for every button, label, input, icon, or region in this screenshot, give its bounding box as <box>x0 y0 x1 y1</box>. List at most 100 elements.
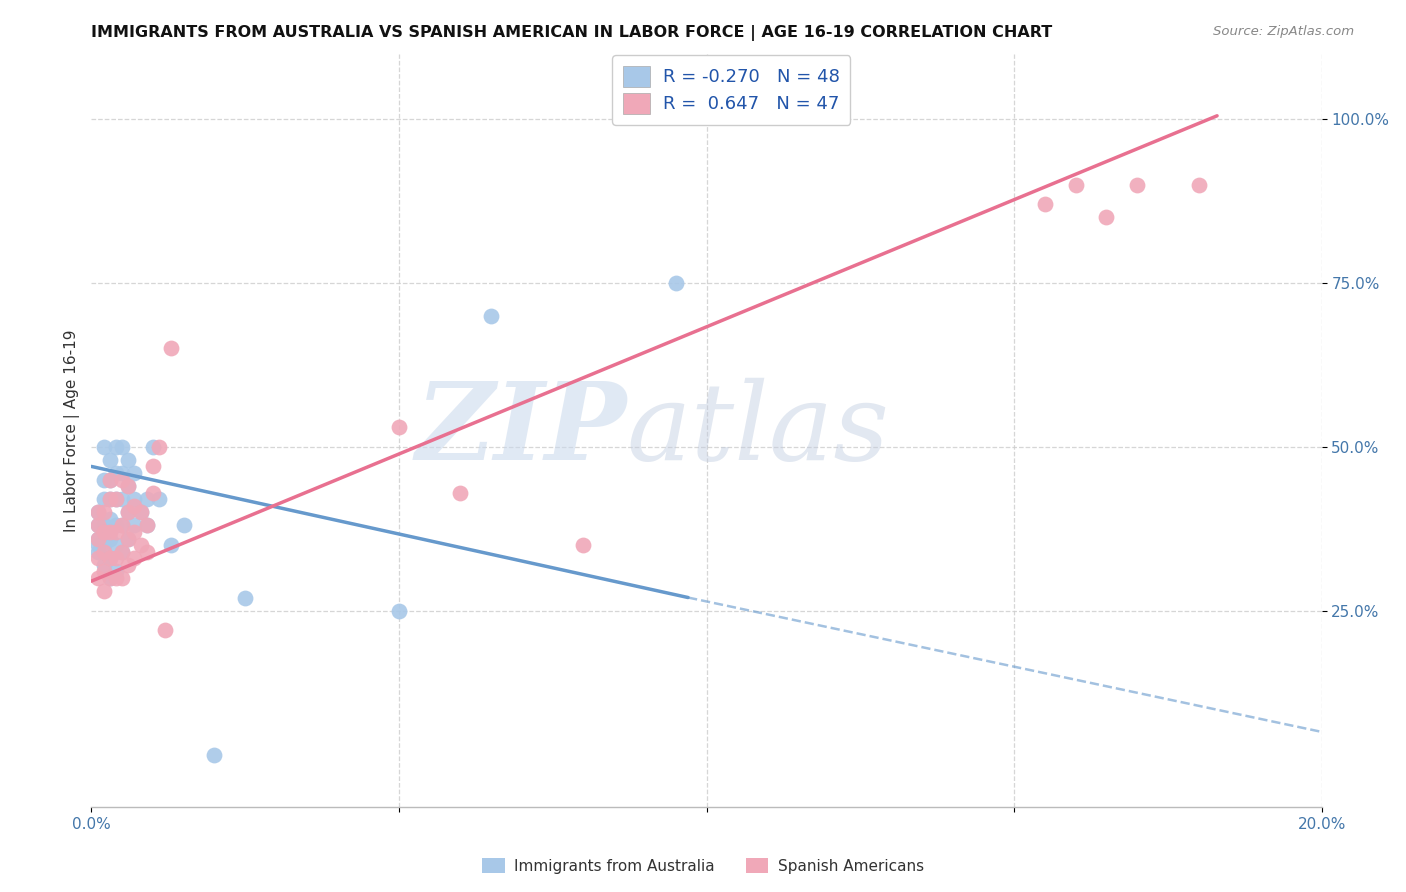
Point <box>160 342 183 356</box>
Point <box>117 453 139 467</box>
Point <box>111 492 134 507</box>
Point <box>105 440 127 454</box>
Point <box>98 551 121 566</box>
Point <box>1126 178 1149 192</box>
Point <box>98 512 121 526</box>
Point <box>93 564 115 578</box>
Point <box>98 571 121 585</box>
Point <box>129 505 152 519</box>
Point <box>105 564 127 578</box>
Point <box>129 505 152 519</box>
Point <box>86 538 108 552</box>
Point <box>117 505 139 519</box>
Point <box>129 538 152 552</box>
Point <box>1064 178 1087 192</box>
Point <box>135 492 157 507</box>
Point <box>105 492 127 507</box>
Point <box>98 453 121 467</box>
Point <box>233 591 256 605</box>
Point <box>105 571 127 585</box>
Point <box>1095 211 1118 225</box>
Point <box>98 532 121 546</box>
Text: Source: ZipAtlas.com: Source: ZipAtlas.com <box>1213 25 1354 38</box>
Point <box>105 518 127 533</box>
Point <box>105 492 127 507</box>
Point <box>86 571 108 585</box>
Point <box>98 492 121 507</box>
Text: ZIP: ZIP <box>415 377 627 483</box>
Point <box>93 544 115 558</box>
Point <box>135 544 157 558</box>
Point <box>93 558 115 572</box>
Point <box>93 524 115 539</box>
Y-axis label: In Labor Force | Age 16-19: In Labor Force | Age 16-19 <box>65 329 80 532</box>
Point <box>105 551 127 566</box>
Point <box>173 518 195 533</box>
Point <box>111 466 134 480</box>
Point <box>111 518 134 533</box>
Point <box>111 544 134 558</box>
Point <box>86 544 108 558</box>
Point <box>117 479 139 493</box>
Point <box>117 558 139 572</box>
Point <box>93 492 115 507</box>
Point <box>105 466 127 480</box>
Point <box>93 505 115 519</box>
Point <box>135 518 157 533</box>
Text: atlas: atlas <box>627 378 890 483</box>
Point <box>98 473 121 487</box>
Point <box>98 571 121 585</box>
Point <box>117 532 139 546</box>
Point <box>148 492 170 507</box>
Point <box>105 524 127 539</box>
Point <box>93 440 115 454</box>
Point <box>1187 178 1209 192</box>
Point <box>111 571 134 585</box>
Legend: R = -0.270   N = 48, R =  0.647   N = 47: R = -0.270 N = 48, R = 0.647 N = 47 <box>612 55 851 125</box>
Point <box>111 440 134 454</box>
Point <box>86 518 108 533</box>
Point <box>135 518 157 533</box>
Point <box>142 440 165 454</box>
Point <box>572 538 595 552</box>
Point <box>388 604 411 618</box>
Point <box>142 485 165 500</box>
Legend: Immigrants from Australia, Spanish Americans: Immigrants from Australia, Spanish Ameri… <box>477 852 929 880</box>
Point <box>86 551 108 566</box>
Point <box>124 466 146 480</box>
Point <box>93 473 115 487</box>
Point <box>111 518 134 533</box>
Point <box>86 518 108 533</box>
Point <box>86 532 108 546</box>
Point <box>111 473 134 487</box>
Point <box>124 518 146 533</box>
Point <box>124 492 146 507</box>
Point <box>98 473 121 487</box>
Point <box>86 532 108 546</box>
Point <box>93 518 115 533</box>
Point <box>202 747 225 762</box>
Point <box>117 505 139 519</box>
Point <box>111 544 134 558</box>
Point <box>160 538 183 552</box>
Point <box>142 459 165 474</box>
Point <box>124 551 146 566</box>
Point <box>98 524 121 539</box>
Point <box>86 505 108 519</box>
Text: IMMIGRANTS FROM AUSTRALIA VS SPANISH AMERICAN IN LABOR FORCE | AGE 16-19 CORRELA: IMMIGRANTS FROM AUSTRALIA VS SPANISH AME… <box>91 25 1053 41</box>
Point <box>479 309 502 323</box>
Point <box>388 420 411 434</box>
Point <box>117 479 139 493</box>
Point <box>124 524 146 539</box>
Point <box>117 532 139 546</box>
Point <box>124 499 146 513</box>
Point <box>665 276 688 290</box>
Point <box>105 538 127 552</box>
Point <box>153 624 177 638</box>
Point <box>98 492 121 507</box>
Point <box>449 485 471 500</box>
Point <box>1033 197 1056 211</box>
Point <box>93 538 115 552</box>
Point <box>148 440 170 454</box>
Point <box>93 584 115 599</box>
